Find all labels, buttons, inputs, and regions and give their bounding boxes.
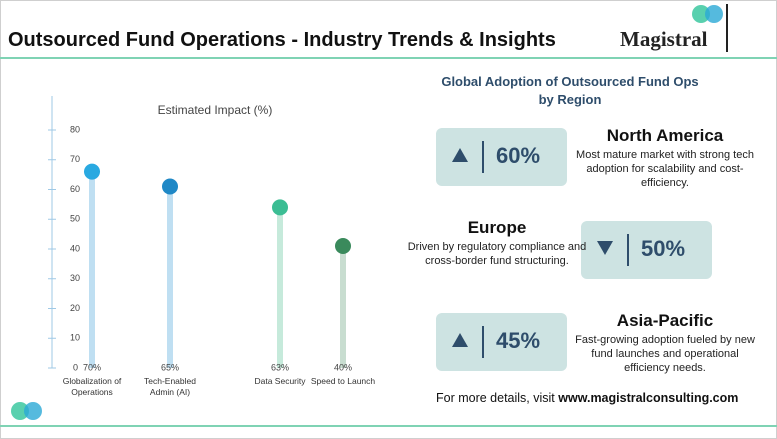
y-tick-label: 10: [70, 333, 80, 343]
dot: [335, 238, 351, 255]
dot: [162, 178, 178, 195]
stem: [277, 207, 283, 368]
region-description: Driven by regulatory compliance and cros…: [407, 241, 587, 267]
y-tick-label: 70: [70, 154, 80, 164]
footer-dot: [11, 402, 29, 420]
region-value: 60%: [496, 143, 541, 168]
trend-arrow: [452, 333, 468, 347]
y-tick-label: 60: [70, 184, 80, 194]
y-tick-label: 30: [70, 273, 80, 283]
footer-dot: [24, 402, 42, 420]
region-description: Fast-growing adoption fueled by new fund…: [575, 334, 755, 374]
footer-link[interactable]: www.magistralconsulting.com: [558, 391, 739, 405]
footer: For more details, visit www.magistralcon…: [436, 391, 738, 405]
y-tick-label: 40: [70, 243, 80, 253]
footer-text: For more details, visit: [436, 391, 555, 405]
trend-arrow: [452, 148, 468, 162]
separator: [627, 234, 629, 266]
stem: [89, 171, 95, 368]
dot: [84, 163, 100, 180]
logo-dot: [705, 5, 723, 23]
separator: [482, 326, 484, 358]
y-tick-label: 50: [70, 214, 80, 224]
chart-title: Estimated Impact (%): [158, 103, 273, 117]
regions-title: Global Adoption of Outsourced Fund Ops b…: [441, 74, 699, 107]
region-value: 45%: [496, 328, 541, 353]
point-label: 70%: [83, 362, 101, 372]
y-tick-label: 80: [70, 124, 80, 134]
region-box: 45%: [436, 313, 567, 371]
page-title: Outsourced Fund Operations - Industry Tr…: [8, 29, 556, 51]
region-name: Europe: [467, 218, 527, 237]
x-tick-label: Globalization of Operations: [62, 376, 122, 397]
point-label: 63%: [271, 362, 289, 372]
point-label: 65%: [161, 362, 179, 372]
region-name: Asia-Pacific: [616, 311, 714, 330]
x-tick-label: Tech-Enabled Admin (AI): [144, 376, 196, 397]
stem: [167, 186, 173, 368]
y-tick-label: 0: [73, 362, 78, 372]
separator: [482, 141, 484, 173]
x-tick-label: Data Security: [254, 376, 306, 386]
y-tick-label: 20: [70, 303, 80, 313]
trend-arrow: [597, 241, 613, 255]
point-label: 40%: [334, 362, 352, 372]
logo: Magistral: [620, 27, 708, 51]
region-box: 50%: [581, 221, 712, 279]
region-description: Most mature market with strong tech adop…: [576, 149, 754, 189]
stem: [340, 246, 346, 368]
dot: [272, 199, 288, 216]
logo-dot: [692, 5, 710, 23]
region-value: 50%: [641, 236, 686, 261]
region-name: North America: [606, 126, 724, 145]
x-tick-label: Speed to Launch: [310, 376, 376, 386]
region-box: 60%: [436, 128, 567, 186]
